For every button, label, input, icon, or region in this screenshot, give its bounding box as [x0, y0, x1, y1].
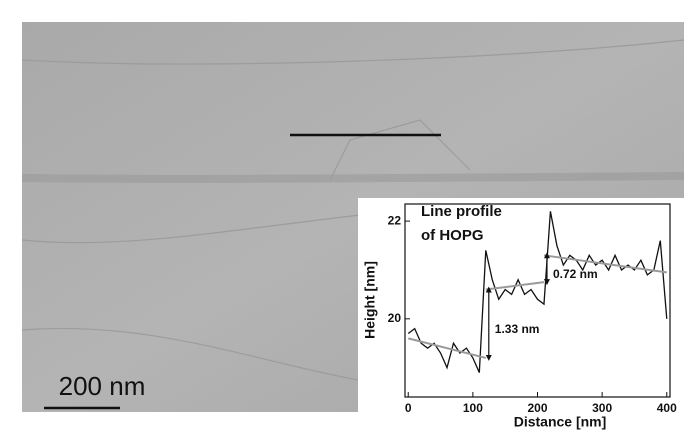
annotation: 1.33 nm	[495, 322, 540, 336]
x-tick-label: 200	[527, 401, 547, 415]
annotation: 0.72 nm	[553, 267, 598, 281]
x-tick-label: 0	[405, 401, 412, 415]
fit-line	[485, 281, 545, 291]
x-tick-label: 300	[592, 401, 612, 415]
inset	[358, 198, 684, 434]
x-tick-label: 100	[463, 401, 483, 415]
x-tick-label: 400	[657, 401, 677, 415]
chart-title: of HOPG	[421, 227, 484, 244]
fit-line	[407, 337, 487, 359]
fit-line	[543, 254, 667, 274]
x-axis-label: Distance [nm]	[514, 414, 607, 430]
y-tick-label: 20	[388, 311, 402, 325]
y-axis-label: Height [nm]	[362, 261, 378, 339]
step-edge	[21, 172, 684, 183]
scale-bar-label: 200 nm	[59, 371, 146, 401]
chart-title: Line profile	[421, 203, 502, 220]
terrace-lines	[21, 39, 684, 381]
y-tick-label: 22	[388, 213, 402, 227]
profile-curve	[407, 211, 668, 373]
